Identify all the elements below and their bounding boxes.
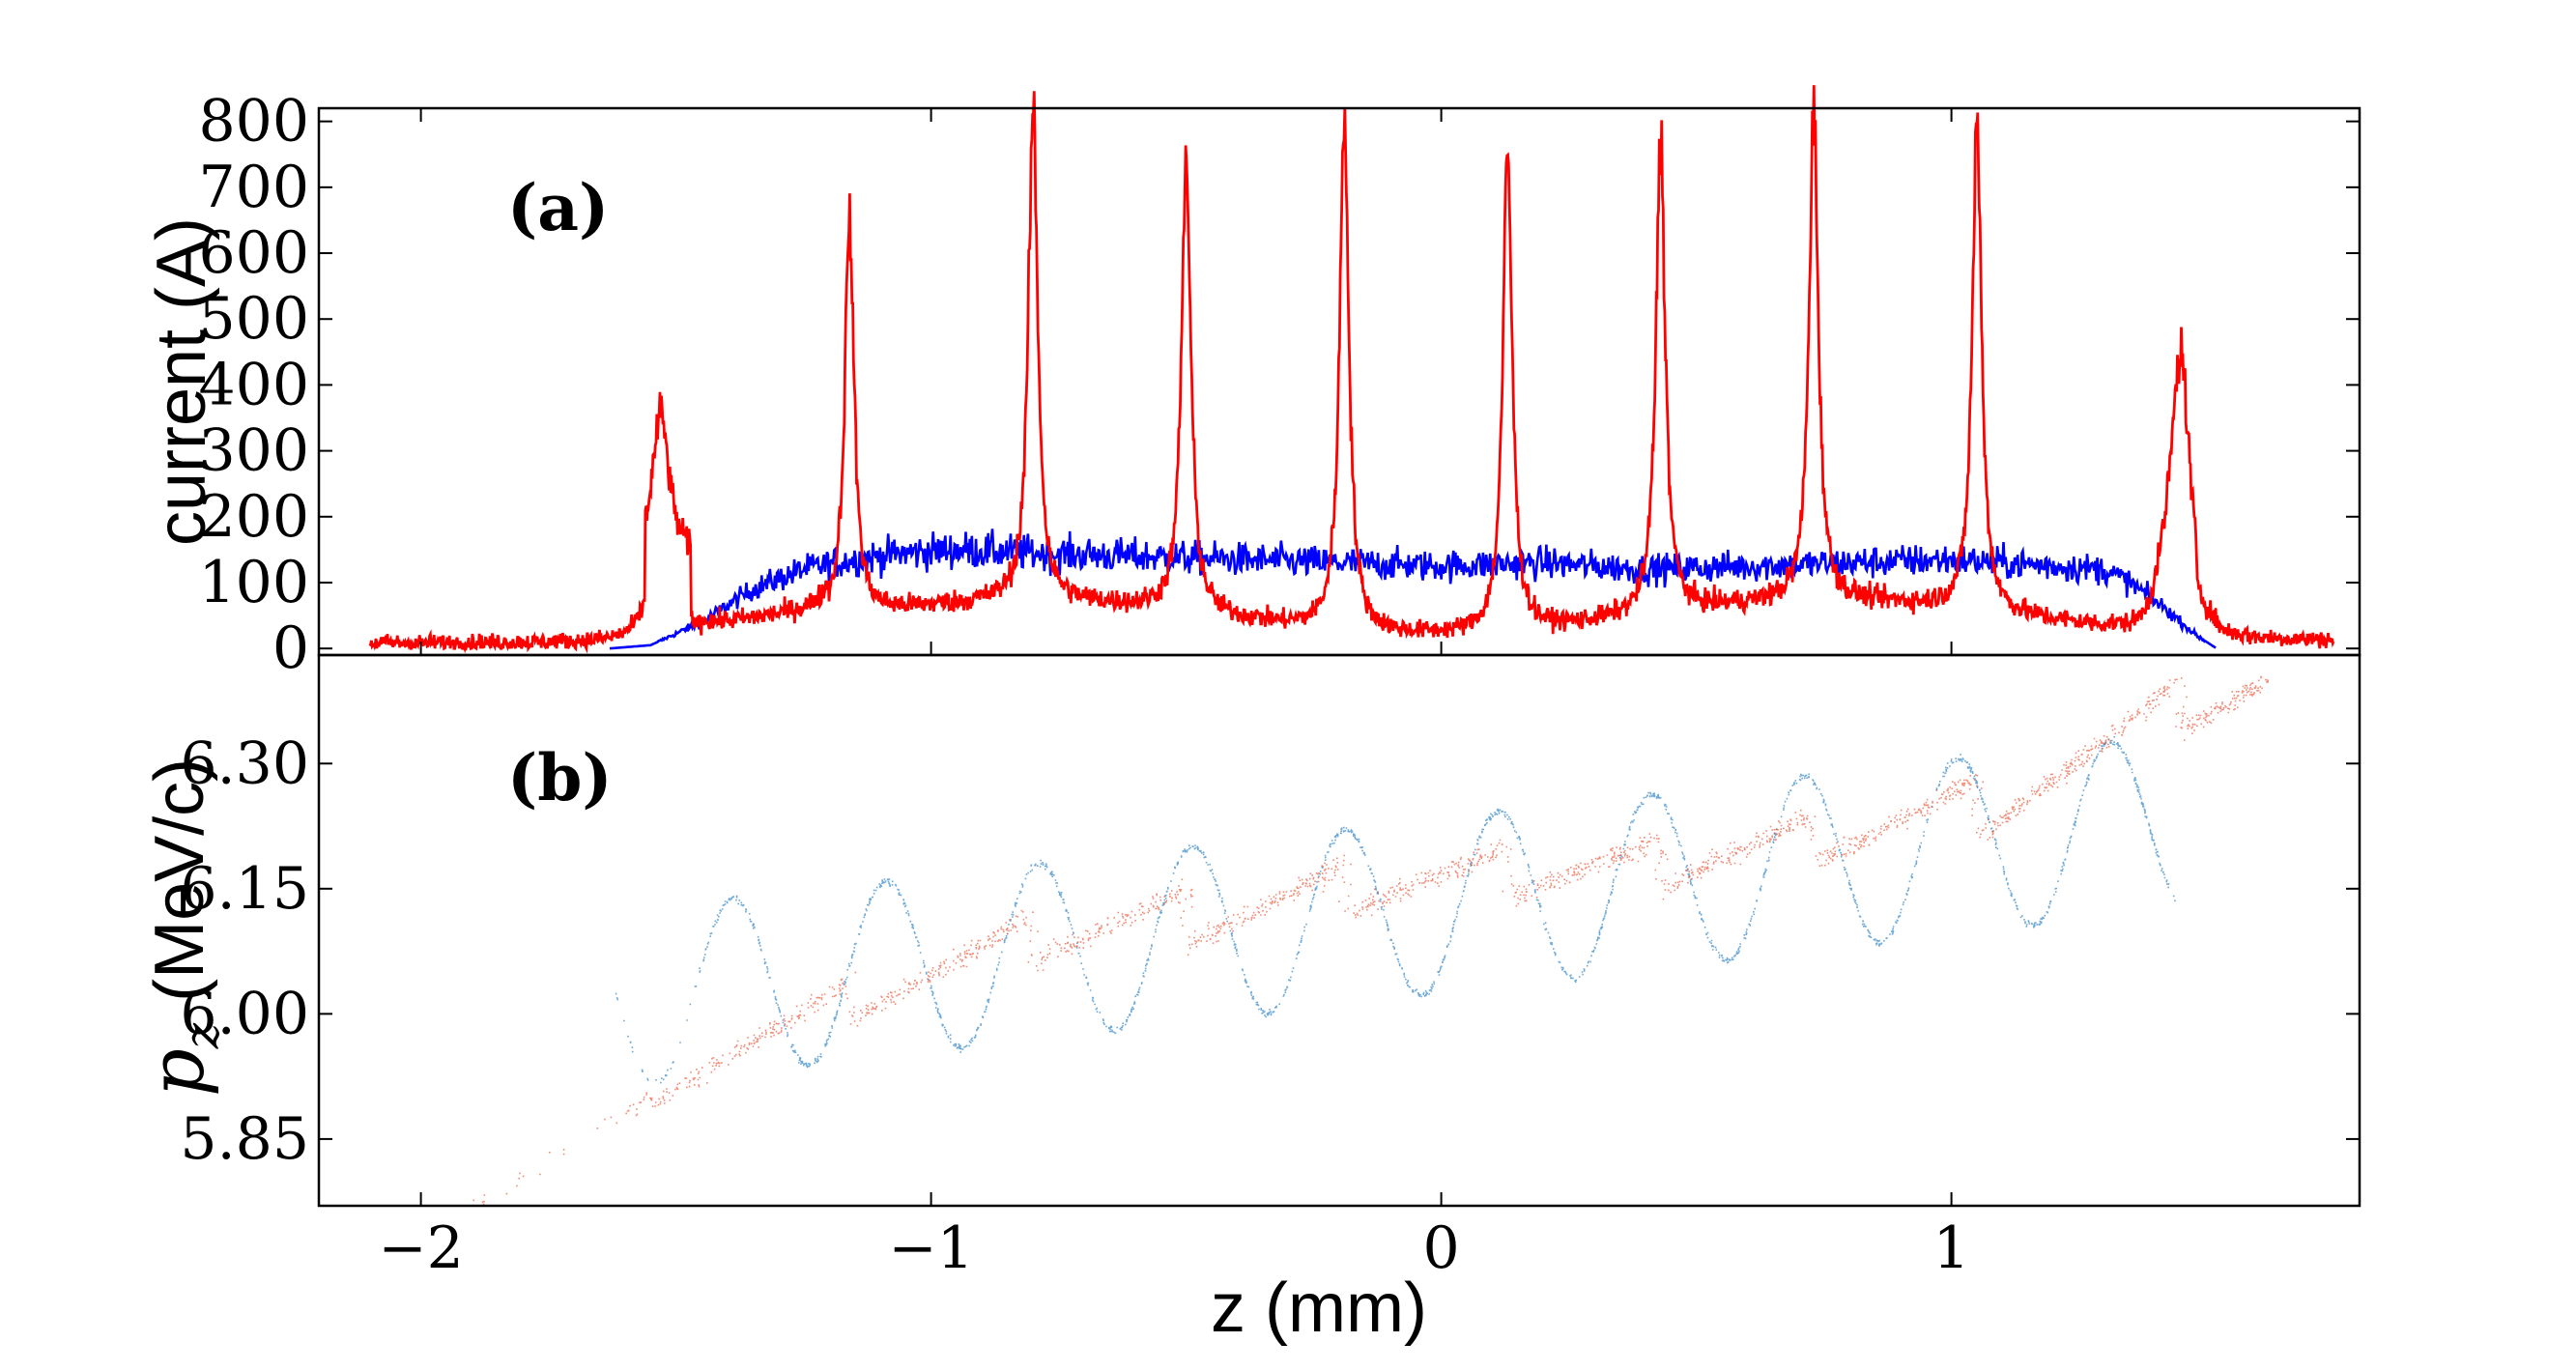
panel-a-y-axis-title: current (A)	[143, 217, 220, 546]
y-tick-label-a: 700	[198, 154, 309, 221]
y-tick-label-a: 300	[198, 417, 309, 485]
pz-symbol: p	[134, 1048, 221, 1097]
panel-a-label: (a)	[507, 170, 609, 245]
y-tick-label-a: 0	[272, 614, 309, 682]
panel-a-x-ticks	[419, 108, 1953, 655]
panel-b-frame	[317, 653, 2361, 1208]
panel-b-label: (b)	[507, 740, 613, 815]
phase-space-series-blue	[615, 736, 2176, 1084]
y-tick-label-a: 500	[198, 285, 309, 353]
x-tick-label: 1	[1933, 1214, 1970, 1282]
svg-text:pz(MeV/c): pz (MeV/c)	[134, 758, 230, 1097]
y-tick-label-a: 800	[198, 88, 309, 156]
y-tick-label-a: 400	[198, 351, 309, 418]
scatter-points-red	[472, 675, 2269, 1206]
y-tick-label-b: 6.15	[180, 855, 309, 923]
current-series-blue	[609, 528, 2217, 650]
y-tick-label-a: 600	[198, 219, 309, 287]
x-tick-label: −1	[888, 1214, 973, 1282]
pz-units: (MeV/c)	[141, 758, 218, 1002]
x-tick-label: 0	[1423, 1214, 1460, 1282]
current-series-red	[368, 85, 2335, 654]
panel-b-x-axis: −2 −1 0 1	[378, 1192, 1970, 1282]
pz-subscript: z	[174, 1022, 230, 1049]
y-tick-label-b: 5.85	[180, 1105, 309, 1173]
current-line-blue	[609, 528, 2217, 650]
y-tick-label-b: 6.00	[180, 980, 309, 1047]
panel-b-y-axis: 5.85 6.00 6.15 6.30	[180, 729, 2360, 1173]
y-tick-label-a: 200	[198, 483, 309, 551]
scatter-points-blue	[615, 736, 2176, 1084]
y-tick-label-a: 100	[198, 549, 309, 616]
y-tick-label-b: 6.30	[180, 729, 309, 797]
panel-b-y-axis-title: pz (MeV/c)	[134, 758, 230, 1097]
panel-b-phase-space: 5.85 6.00 6.15 6.30 −2 −1 0 1 (b) pz (MeV/c) z …	[134, 653, 2361, 1347]
phase-space-series-red	[472, 675, 2269, 1206]
x-tick-label: −2	[378, 1214, 463, 1282]
current-line-red	[368, 85, 2335, 654]
x-axis-title: z (mm)	[1211, 1270, 1427, 1347]
